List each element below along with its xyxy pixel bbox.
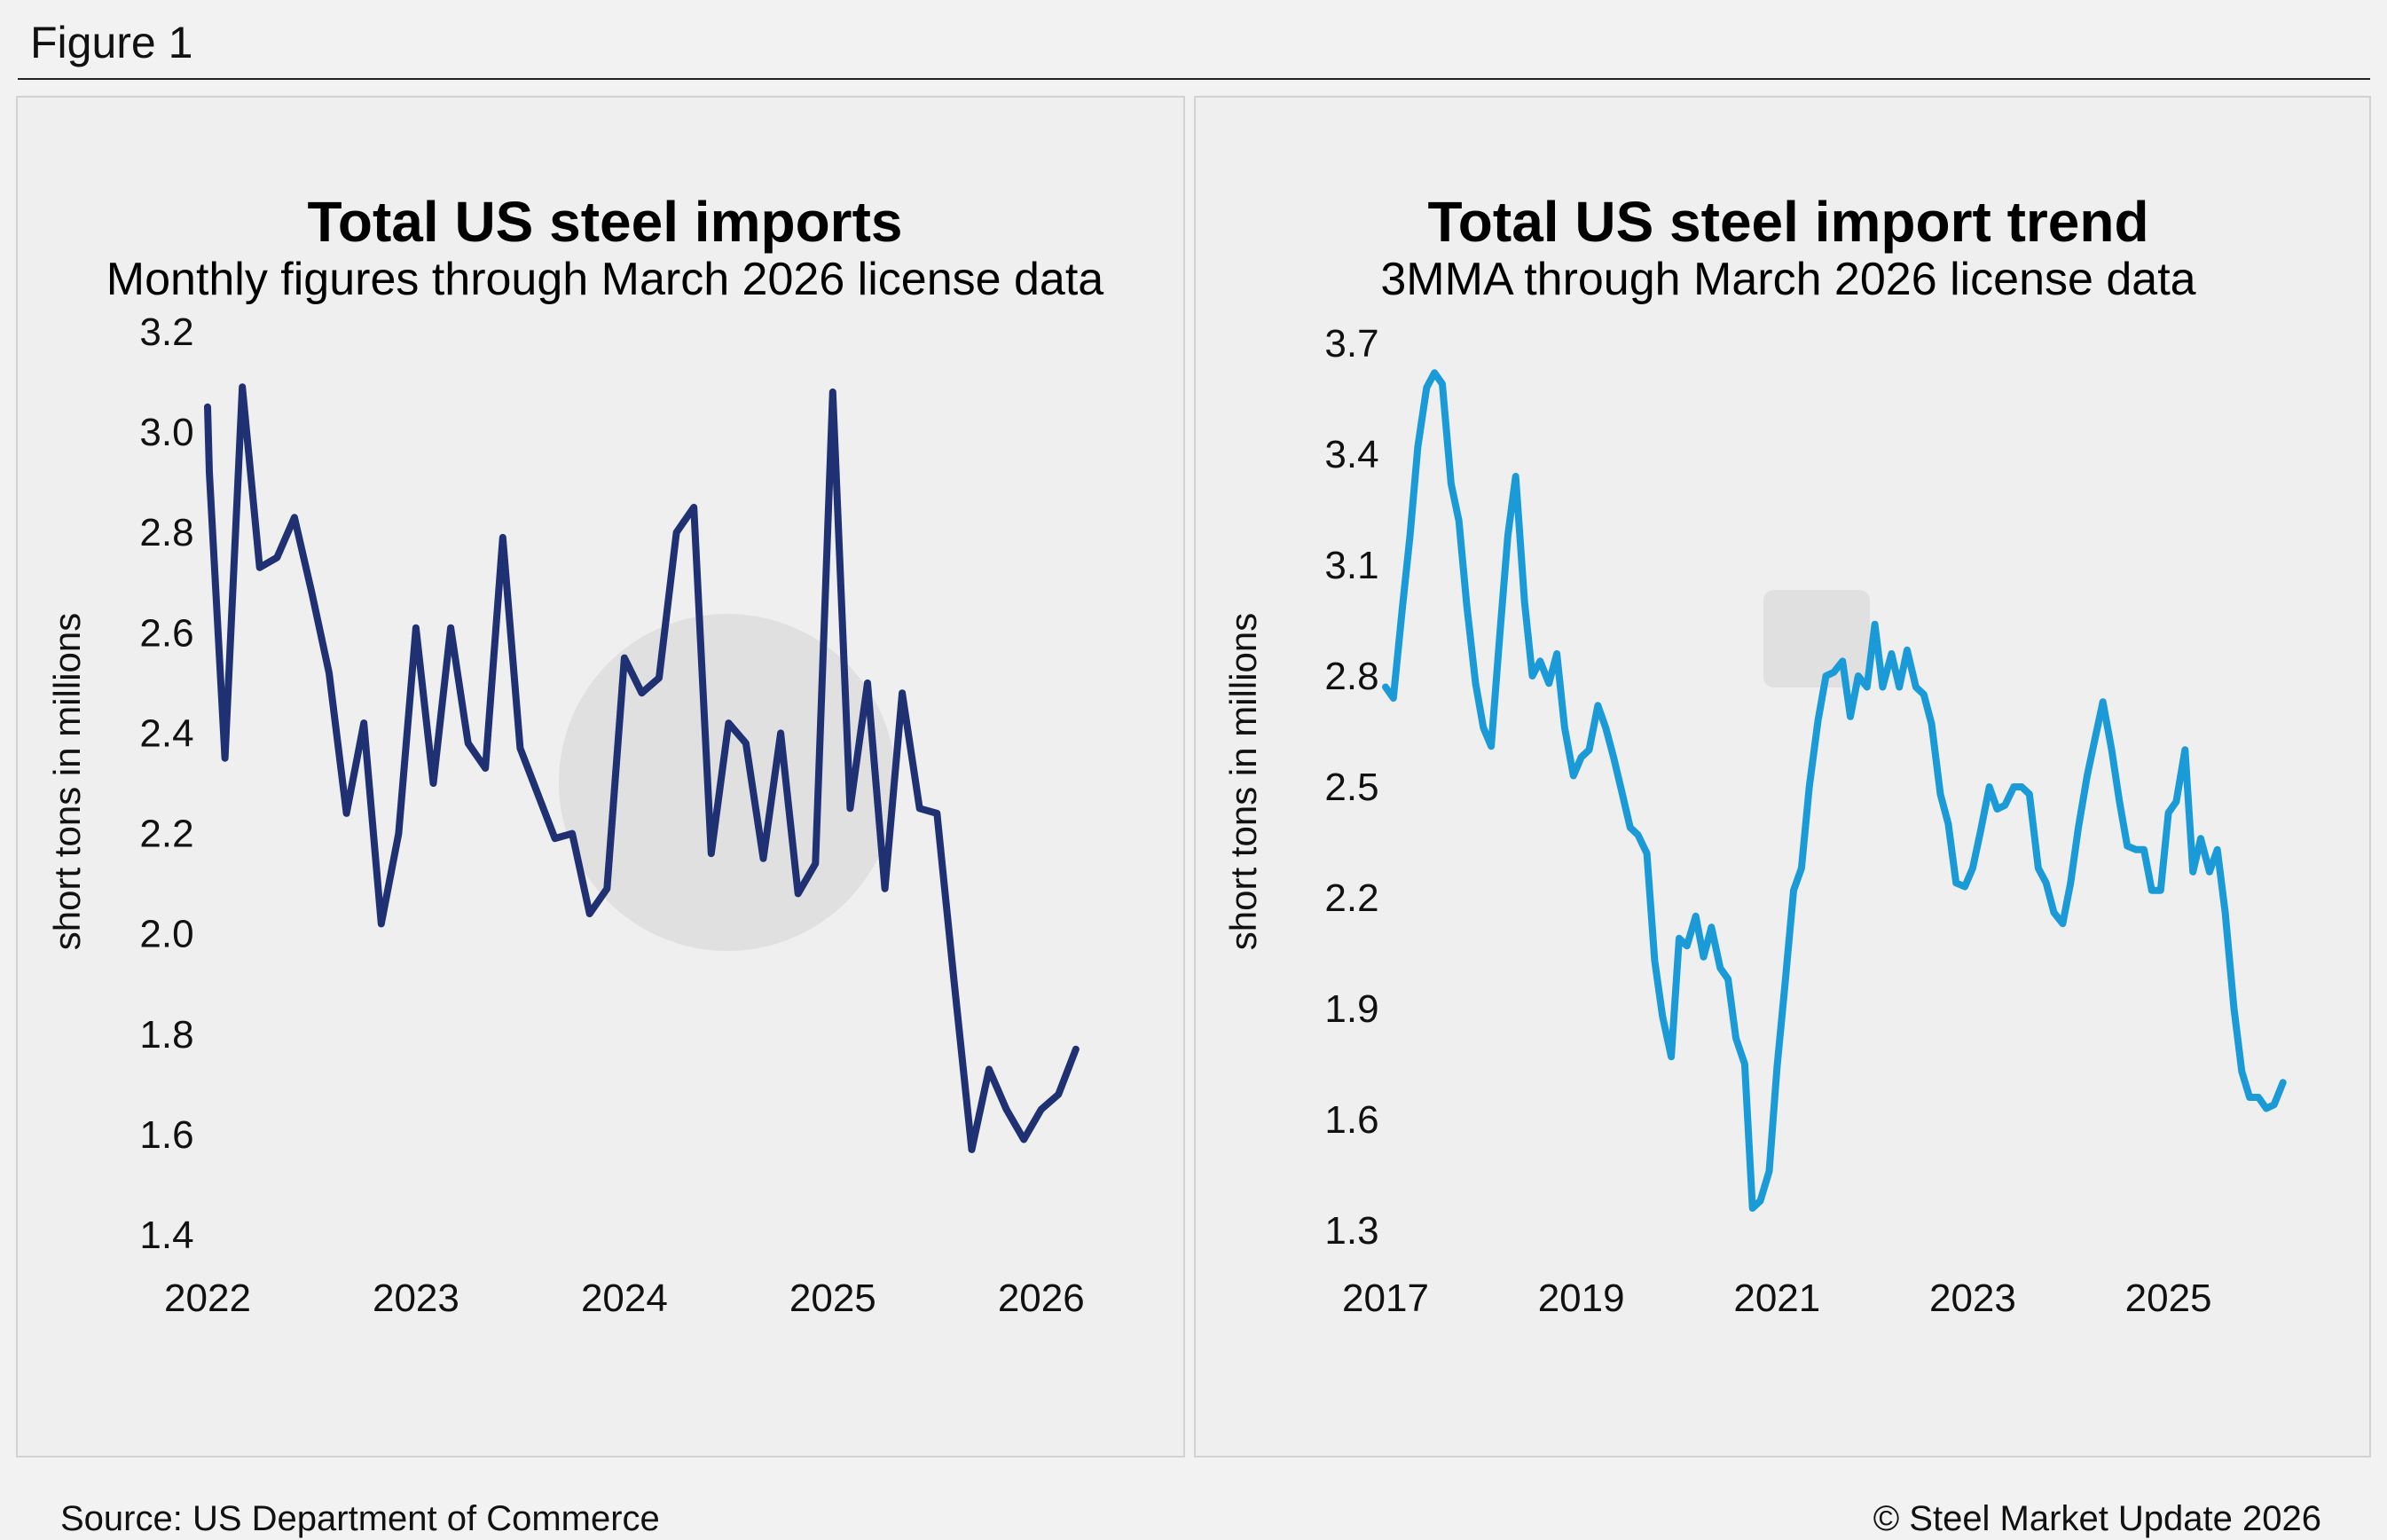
x-tick-label: 2019 [1538, 1277, 1625, 1320]
series-line [204, 383, 1080, 1153]
x-tick-label: 2026 [998, 1277, 1085, 1320]
y-tick-label: 3.2 [139, 310, 193, 354]
y-tick-label: 1.9 [1324, 987, 1378, 1031]
y-tick-label: 2.4 [139, 711, 193, 755]
y-tick-label: 3.7 [1324, 322, 1378, 365]
source-note: Source: US Department of Commerce [60, 1499, 660, 1538]
chart-title: Total US steel imports [308, 190, 903, 254]
x-tick-label: 2025 [2125, 1277, 2212, 1320]
y-tick-label: 1.4 [139, 1214, 193, 1257]
x-tick-label: 2023 [1929, 1277, 2016, 1320]
y-axis-label: short tons in millions [1222, 613, 1264, 950]
figure-divider [18, 78, 2370, 80]
y-tick-label: 3.1 [1324, 544, 1378, 587]
series-line [1382, 369, 2287, 1212]
chart-panel-trend: Total US steel import trend 3MMA through … [1194, 96, 2371, 1538]
chart-subtitle: 3MMA through March 2026 license data [1380, 254, 2195, 305]
y-tick-label: 1.3 [1324, 1209, 1378, 1253]
x-tick-label: 2021 [1733, 1277, 1820, 1320]
figure-label: Figure 1 [30, 18, 193, 67]
x-tick-label: 2024 [581, 1277, 668, 1320]
y-axis-label: short tons in millions [46, 613, 88, 950]
x-tick-label: 2025 [789, 1277, 876, 1320]
y-tick-label: 2.8 [1324, 655, 1378, 698]
y-tick-label: 2.2 [1324, 876, 1378, 920]
x-tick-label: 2023 [373, 1277, 459, 1320]
y-tick-label: 2.2 [139, 813, 193, 856]
y-tick-label: 1.6 [139, 1113, 193, 1157]
watermark-logo [1763, 590, 1870, 688]
y-tick-label: 2.8 [139, 511, 193, 554]
x-tick-label: 2017 [1342, 1277, 1429, 1320]
y-tick-label: 2.6 [139, 611, 193, 655]
chart-title: Total US steel import trend [1427, 190, 2148, 254]
chart-panel-imports: Total US steel imports Monthly figures th… [16, 96, 1185, 1538]
y-tick-label: 3.0 [139, 411, 193, 454]
x-tick-label: 2022 [164, 1277, 251, 1320]
y-tick-label: 1.6 [1324, 1098, 1378, 1142]
y-tick-label: 1.8 [139, 1013, 193, 1057]
copyright-note: © Steel Market Update 2026 [1873, 1499, 2321, 1538]
y-tick-label: 3.4 [1324, 433, 1378, 476]
chart-subtitle: Monthly figures through March 2026 licen… [106, 254, 1104, 305]
y-tick-label: 2.0 [139, 913, 193, 956]
y-tick-label: 2.5 [1324, 766, 1378, 809]
